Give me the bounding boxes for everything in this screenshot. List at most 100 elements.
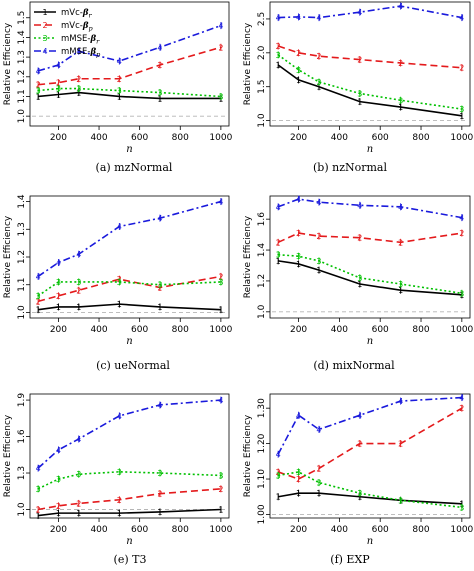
data-point: 3 xyxy=(398,96,403,105)
data-point: 2 xyxy=(398,440,403,449)
data-point: 1 xyxy=(117,92,122,101)
series-line-3 xyxy=(278,471,462,509)
data-point: 2 xyxy=(56,292,61,301)
data-point: 2 xyxy=(56,502,61,511)
y-tick-label: 1.3 xyxy=(17,466,27,480)
data-point: 3 xyxy=(56,85,61,94)
series-line-1 xyxy=(278,492,462,505)
data-point: 2 xyxy=(398,238,403,247)
data-point: 1 xyxy=(157,303,162,312)
x-tick-label: 800 xyxy=(172,133,189,143)
data-point: 3 xyxy=(76,470,81,479)
series-line-4 xyxy=(37,24,222,72)
data-point: 3 xyxy=(296,66,301,75)
data-point: 1 xyxy=(296,260,301,269)
x-axis-title: n xyxy=(126,336,132,347)
plot-frame xyxy=(29,1,230,127)
data-point: 3 xyxy=(76,85,81,94)
data-point: 4 xyxy=(218,198,223,207)
series-line-3 xyxy=(37,471,221,490)
data-point: 4 xyxy=(459,14,464,23)
y-tick-label: 1.00 xyxy=(257,504,267,524)
x-axis-title: n xyxy=(126,144,132,155)
data-point: 3 xyxy=(218,92,223,101)
data-point: 3 xyxy=(459,289,464,298)
data-point: 4 xyxy=(276,450,281,459)
data-point: 4 xyxy=(56,61,61,70)
data-point: 2 xyxy=(459,404,464,413)
y-tick-label: 1.0 xyxy=(17,109,27,124)
x-tick-label: 1000 xyxy=(450,325,473,335)
data-point: 4 xyxy=(398,203,403,212)
data-point: 4 xyxy=(56,259,61,268)
y-tick-label: 1.5 xyxy=(257,80,267,94)
panel-caption: (f) EXP xyxy=(330,553,370,566)
y-tick-label: 1.10 xyxy=(257,469,267,489)
data-point: 4 xyxy=(276,203,281,212)
x-tick-label: 600 xyxy=(131,325,148,335)
series-line-3 xyxy=(278,253,462,295)
series-line-2 xyxy=(37,275,222,303)
y-tick-label: 1.4 xyxy=(17,30,27,45)
y-axis-title: Relative Efficiency xyxy=(243,22,253,105)
data-point: 4 xyxy=(357,8,362,17)
series-line-2 xyxy=(277,45,462,69)
x-tick-label: 200 xyxy=(50,133,67,143)
data-point: 4 xyxy=(357,411,362,420)
series-line-4 xyxy=(277,198,462,219)
data-point: 3 xyxy=(276,471,281,480)
data-point: 3 xyxy=(117,278,122,287)
y-tick-label: 1.0 xyxy=(17,305,27,320)
y-axis-title: Relative Efficiency xyxy=(243,414,253,497)
data-point: 2 xyxy=(357,234,362,243)
legend-marker: 4 xyxy=(42,47,47,56)
x-tick-label: 600 xyxy=(131,525,148,535)
data-point: 3 xyxy=(218,471,223,480)
y-axis-title: Relative Efficiency xyxy=(3,22,13,105)
data-point: 2 xyxy=(296,475,301,484)
data-point: 1 xyxy=(296,489,301,498)
x-tick-label: 600 xyxy=(372,325,389,335)
data-point: 1 xyxy=(56,303,61,312)
data-point: 4 xyxy=(36,464,41,473)
data-point: 3 xyxy=(117,87,122,96)
data-point: 1 xyxy=(276,493,281,502)
chart-panel-6: 1.00 1.10 1.20 1.30 200 400 600 800 1000 Relative… xyxy=(243,394,474,566)
y-tick-label: 1.3 xyxy=(17,50,27,64)
data-point: 1 xyxy=(117,300,122,309)
series-line-3 xyxy=(37,281,221,297)
data-point: 1 xyxy=(36,92,41,101)
data-point: 3 xyxy=(296,468,301,477)
data-point: 1 xyxy=(459,112,464,121)
legend-marker: 3 xyxy=(42,34,47,43)
y-tick-label: 1.0 xyxy=(17,502,27,517)
x-tick-label: 200 xyxy=(290,525,307,535)
x-tick-label: 400 xyxy=(331,133,348,143)
data-point: 4 xyxy=(357,201,362,210)
data-point: 2 xyxy=(218,272,223,281)
series-line-1 xyxy=(277,64,462,117)
data-point: 3 xyxy=(76,278,81,287)
data-point: 1 xyxy=(56,91,61,100)
x-tick-label: 600 xyxy=(372,525,389,535)
series-line-2 xyxy=(277,232,462,244)
data-point: 4 xyxy=(157,214,162,223)
data-point: 3 xyxy=(56,475,61,484)
x-tick-label: 800 xyxy=(172,325,189,335)
y-tick-label: 1.9 xyxy=(17,393,27,408)
data-point: 3 xyxy=(56,278,61,287)
y-axis-title: Relative Efficiency xyxy=(243,215,253,298)
legend-label: mVc-βr xyxy=(61,8,93,20)
y-tick-label: 1.2 xyxy=(257,274,267,288)
data-point: 3 xyxy=(276,51,281,60)
data-point: 2 xyxy=(276,238,281,247)
panel-caption: (b) nzNormal xyxy=(313,161,387,174)
data-point: 2 xyxy=(296,229,301,238)
x-tick-label: 1000 xyxy=(209,325,232,335)
x-tick-label: 200 xyxy=(50,525,67,535)
x-tick-label: 1000 xyxy=(450,525,473,535)
data-point: 1 xyxy=(157,508,162,517)
data-point: 3 xyxy=(357,489,362,498)
data-point: 1 xyxy=(36,512,41,521)
data-point: 1 xyxy=(357,98,362,107)
